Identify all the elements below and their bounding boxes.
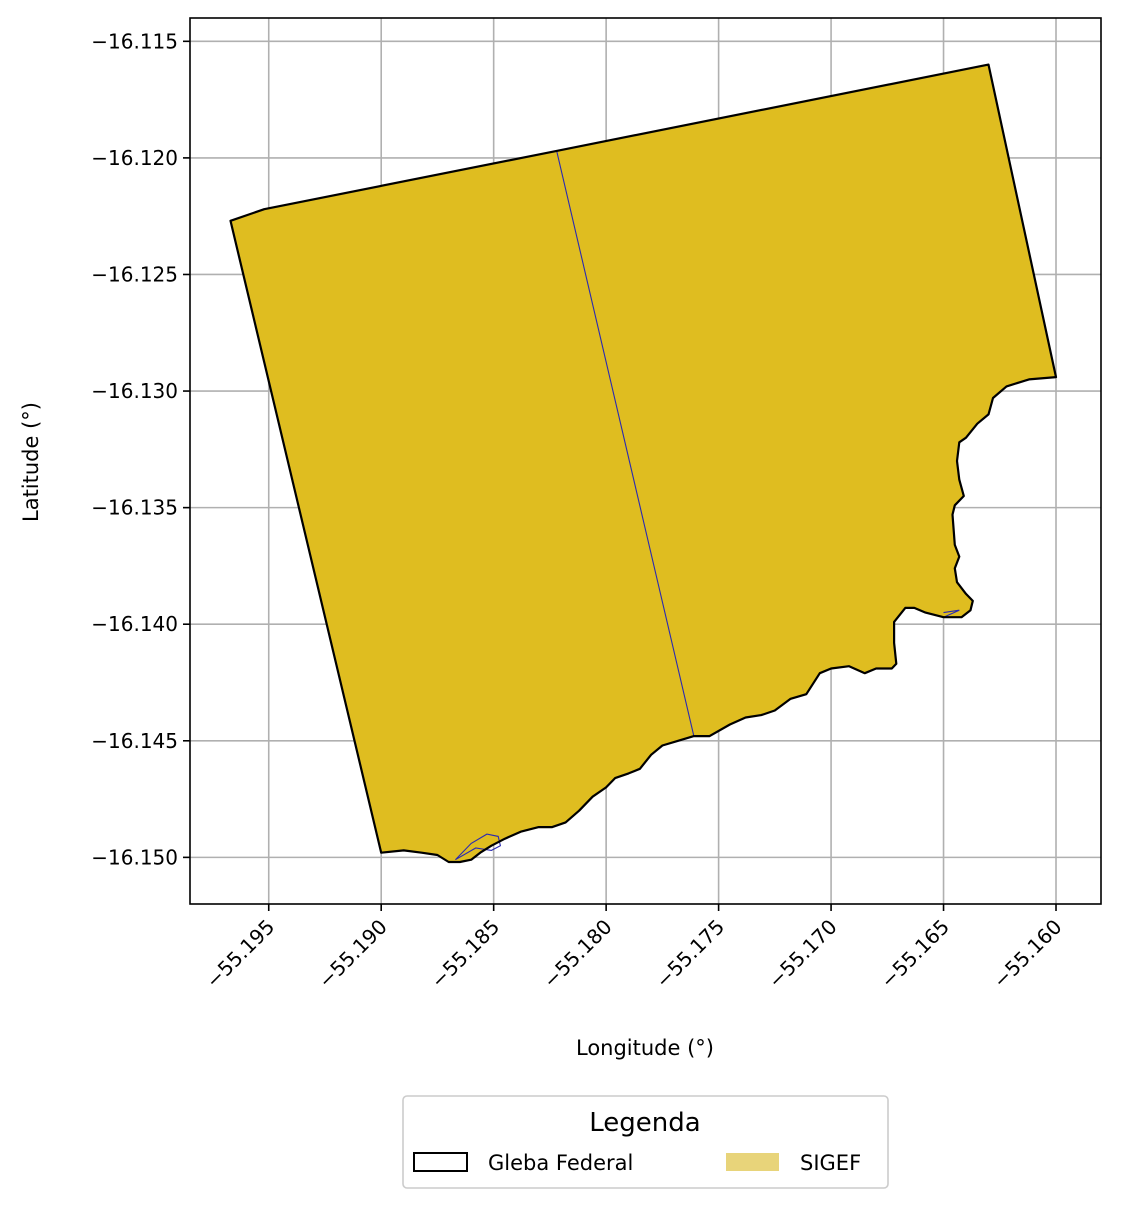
- legend-swatch-sigef: [726, 1153, 779, 1171]
- sigef-parcel-fill: [230, 64, 1056, 863]
- y-tick-label: −16.120: [91, 146, 178, 170]
- y-tick-label: −16.115: [91, 29, 178, 53]
- y-tick-label: −16.150: [91, 845, 178, 869]
- sigef-east-notch: [943, 609, 960, 618]
- gleba-federal-boundary: [229, 63, 1058, 864]
- map-layers: [229, 63, 1058, 864]
- sigef-parcel-divider: [556, 150, 695, 737]
- plot-frame: [189, 17, 1102, 905]
- y-tick-label: −16.125: [91, 262, 178, 286]
- legend-swatch-gleba-federal: [413, 1152, 468, 1172]
- y-axis-label: Latitude (°): [19, 402, 43, 522]
- legend-label-sigef: SIGEF: [800, 1151, 861, 1175]
- x-axis-label: Longitude (°): [576, 1036, 714, 1060]
- legend-label-gleba-federal: Gleba Federal: [488, 1151, 633, 1175]
- y-tick-label: −16.145: [91, 729, 178, 753]
- y-tick-label: −16.130: [91, 379, 178, 403]
- legend-title: Legenda: [589, 1108, 700, 1138]
- legend: Legenda Gleba Federal SIGEF: [402, 1095, 889, 1189]
- y-tick-label: −16.140: [91, 612, 178, 636]
- y-tick-label: −16.135: [91, 496, 178, 520]
